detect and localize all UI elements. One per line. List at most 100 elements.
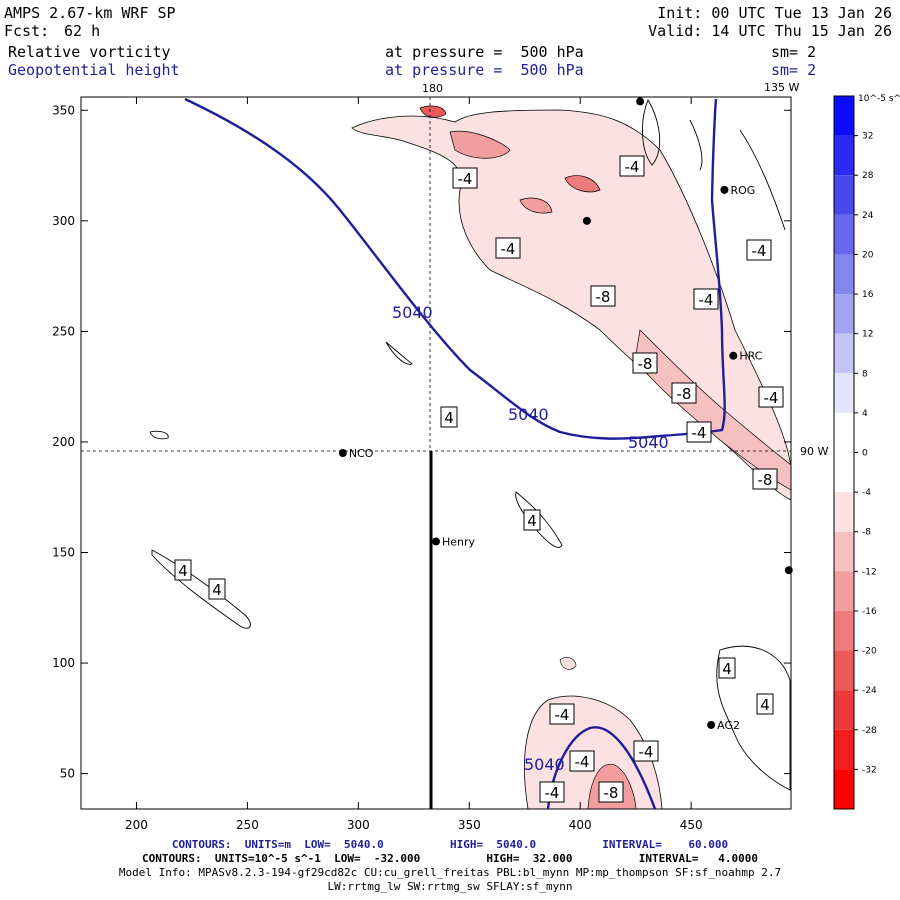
colorbar-segment bbox=[834, 373, 854, 413]
colorbar-level: -16 bbox=[862, 607, 877, 617]
height-label: 5040 bbox=[508, 405, 549, 424]
colorbar-level: 28 bbox=[862, 171, 874, 181]
station-marker: AG2 bbox=[707, 719, 740, 732]
vorticity-label: -8 bbox=[598, 781, 624, 803]
height-contour-south bbox=[546, 726, 657, 809]
colorbar-level: -4 bbox=[862, 488, 871, 498]
colorbar-level: -32 bbox=[862, 765, 877, 775]
field2-smoothing: sm= 2 bbox=[771, 61, 817, 79]
vorticity-label: -4 bbox=[549, 703, 575, 725]
vorticity-label: -4 bbox=[569, 750, 595, 772]
positive-contour-sw-2 bbox=[149, 430, 169, 440]
vorticity-label: 4 bbox=[440, 406, 458, 428]
colorbar-segment bbox=[834, 214, 854, 255]
x-tick-label: 400 bbox=[569, 818, 592, 832]
station-label: NCO bbox=[349, 447, 374, 460]
colorbar-level: -8 bbox=[862, 528, 871, 538]
svg-text:-8: -8 bbox=[596, 288, 611, 306]
x-tick-label: 350 bbox=[458, 818, 481, 832]
station-label: AG2 bbox=[717, 719, 740, 732]
colorbar-level: -12 bbox=[862, 567, 877, 577]
colorbar-level: 24 bbox=[862, 211, 874, 221]
height-label: 5040 bbox=[392, 303, 433, 322]
colorbar-level: 16 bbox=[862, 290, 874, 300]
colorbar-level: 4 bbox=[862, 409, 868, 419]
svg-text:4: 4 bbox=[760, 696, 770, 714]
colorbar-segment bbox=[834, 333, 854, 374]
colorbar-segment bbox=[834, 729, 854, 770]
y-tick-label: 200 bbox=[52, 435, 75, 449]
vorticity-label: 4 bbox=[174, 559, 192, 581]
station-marker bbox=[784, 566, 793, 575]
axis-layer: 200 250 300 350 400 450 350 300 250 200 150 100 50 bbox=[52, 97, 791, 832]
vorticity-label: -4 bbox=[619, 155, 645, 177]
station-marker bbox=[582, 216, 591, 225]
vorticity-label: -8 bbox=[590, 285, 616, 307]
colorbar-level: 12 bbox=[862, 330, 873, 340]
plot-frame bbox=[80, 96, 792, 810]
vorticity-label: 4 bbox=[208, 578, 226, 600]
valid-time: Valid: 14 UTC Thu 15 Jan 26 bbox=[648, 22, 892, 40]
height-contour-north bbox=[184, 97, 726, 440]
colorbar-level: 32 bbox=[862, 132, 873, 142]
vorticity-label: -8 bbox=[752, 468, 778, 490]
x-tick-label: 200 bbox=[125, 818, 148, 832]
svg-text:4: 4 bbox=[212, 581, 222, 599]
vorticity-label: 4 bbox=[718, 657, 736, 679]
colorbar-segment bbox=[834, 175, 854, 215]
positive-contour-ne-2 bbox=[689, 119, 703, 171]
footer-vorticity-contours: CONTOURS: UNITS=10^-5 s^-1 LOW= -32.000 … bbox=[142, 852, 758, 865]
vorticity-lobe-1 bbox=[449, 130, 511, 159]
colorbar-segment bbox=[834, 294, 854, 334]
colorbar-level: -28 bbox=[862, 726, 877, 736]
svg-text:-4: -4 bbox=[458, 170, 473, 188]
station-marker: ROG bbox=[720, 184, 755, 197]
field2-level: at pressure = 500 hPa bbox=[385, 61, 584, 79]
meridian-label-90w: 90 W bbox=[800, 445, 828, 458]
field1-name: Relative vorticity bbox=[8, 43, 171, 61]
vorticity-labels: -4 -4 -4 -8 -4 -8 -8 -4 -4 -8 4 4 4 4 4 4 -4 -4 -4 -4 -8 -4 bbox=[174, 155, 784, 803]
svg-text:-4: -4 bbox=[639, 743, 654, 761]
vorticity-label: 4 bbox=[756, 693, 774, 715]
positive-contour-sw-1 bbox=[151, 549, 251, 629]
y-tick-label: 100 bbox=[52, 656, 75, 670]
y-tick-label: 250 bbox=[52, 324, 75, 338]
vorticity-label: -4 bbox=[539, 781, 565, 803]
vorticity-label: -8 bbox=[671, 382, 697, 404]
vorticity-lobe-3 bbox=[564, 175, 601, 193]
svg-text:-4: -4 bbox=[555, 706, 570, 724]
height-label: 5040 bbox=[628, 433, 669, 452]
station-marker: NCO bbox=[338, 447, 374, 460]
svg-text:4: 4 bbox=[178, 562, 188, 580]
positive-contour-ne-3 bbox=[739, 129, 786, 231]
svg-text:-4: -4 bbox=[625, 158, 640, 176]
svg-text:-4: -4 bbox=[764, 389, 779, 407]
svg-text:-8: -8 bbox=[638, 355, 653, 373]
height-labels: 5040 5040 5040 5040 bbox=[392, 303, 669, 774]
vorticity-label: -4 bbox=[693, 288, 719, 310]
field2-name: Geopotential height bbox=[8, 61, 180, 79]
svg-text:-4: -4 bbox=[752, 242, 767, 260]
init-time: Init: 00 UTC Tue 13 Jan 26 bbox=[657, 4, 892, 22]
svg-text:-4: -4 bbox=[575, 753, 590, 771]
colorbar-level: -20 bbox=[862, 647, 877, 657]
station-label: HRC bbox=[739, 350, 762, 363]
vorticity-label: -4 bbox=[758, 386, 784, 408]
y-tick-label: 150 bbox=[52, 546, 75, 560]
x-tick-label: 250 bbox=[236, 818, 259, 832]
station-marker: Henry bbox=[432, 535, 476, 548]
svg-text:4: 4 bbox=[444, 409, 454, 427]
colorbar-level: 0 bbox=[862, 449, 868, 459]
colorbar-segment bbox=[834, 452, 854, 493]
vorticity-lobe-2 bbox=[519, 197, 553, 214]
field1-smoothing: sm= 2 bbox=[771, 43, 817, 61]
svg-text:-4: -4 bbox=[699, 291, 714, 309]
colorbar-segment bbox=[834, 690, 854, 730]
vorticity-label: -4 bbox=[495, 237, 521, 259]
svg-text:-4: -4 bbox=[545, 784, 560, 802]
model-title: AMPS 2.67-km WRF SP bbox=[4, 4, 176, 22]
vorticity-lobe-4 bbox=[419, 105, 447, 118]
colorbar-level: 8 bbox=[862, 369, 868, 379]
y-tick-label: 350 bbox=[52, 103, 75, 117]
